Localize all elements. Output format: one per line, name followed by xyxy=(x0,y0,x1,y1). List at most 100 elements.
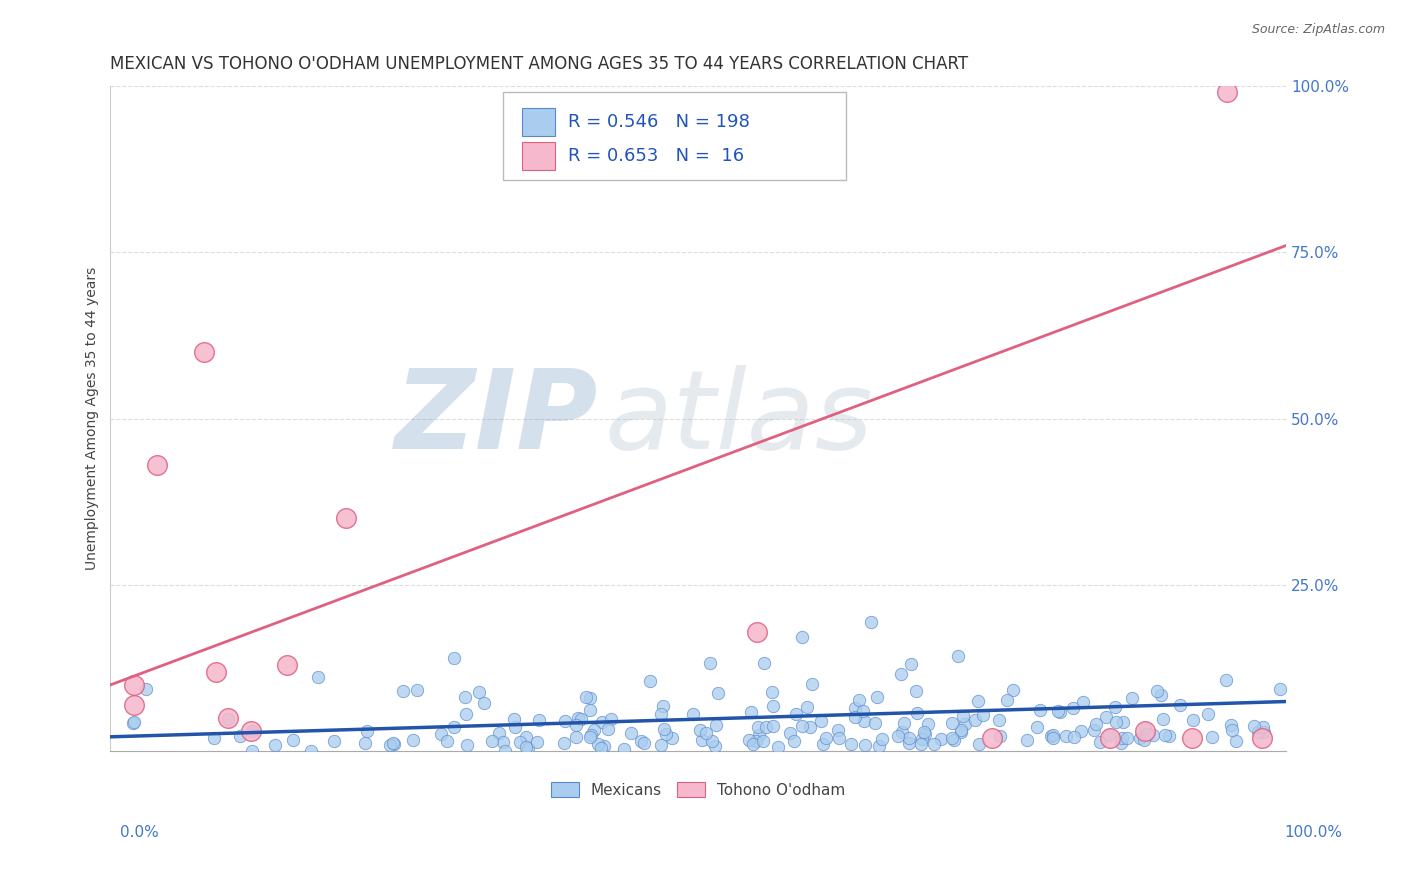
Point xyxy=(752,733,775,747)
Point xyxy=(853,738,876,752)
Point xyxy=(897,731,920,745)
Point xyxy=(579,728,602,742)
Point xyxy=(706,686,728,700)
Point xyxy=(1054,730,1077,744)
Point xyxy=(553,736,575,750)
Point xyxy=(745,624,768,639)
Point xyxy=(799,720,821,734)
Point xyxy=(1216,86,1239,100)
Point xyxy=(515,730,537,744)
Point xyxy=(839,737,862,751)
Point xyxy=(699,656,721,670)
Point xyxy=(800,677,823,691)
Point xyxy=(761,685,783,699)
Point xyxy=(1111,731,1133,745)
Point xyxy=(852,704,875,718)
Point xyxy=(900,657,922,671)
Point xyxy=(443,720,465,734)
Point xyxy=(995,693,1018,707)
Point xyxy=(1222,723,1244,738)
Point xyxy=(963,713,986,727)
Point xyxy=(690,733,713,747)
Point xyxy=(620,725,643,739)
Text: Source: ZipAtlas.com: Source: ZipAtlas.com xyxy=(1251,23,1385,37)
Point xyxy=(583,723,606,738)
Point xyxy=(967,694,990,708)
Point xyxy=(354,736,377,750)
Point xyxy=(202,731,225,745)
Point xyxy=(1121,691,1143,706)
Point xyxy=(893,716,915,731)
Point xyxy=(1182,713,1205,727)
Point xyxy=(912,725,935,739)
Point xyxy=(579,730,602,744)
Point xyxy=(1098,731,1121,746)
Point xyxy=(509,735,531,749)
Point xyxy=(335,511,357,525)
Point xyxy=(890,667,912,681)
Point xyxy=(592,739,614,754)
Point xyxy=(1243,719,1265,733)
Point xyxy=(1071,695,1094,709)
Point xyxy=(382,738,405,752)
Point xyxy=(515,739,537,754)
Point xyxy=(950,725,973,739)
Point xyxy=(526,735,548,749)
Point xyxy=(430,727,453,741)
Point xyxy=(1028,703,1050,717)
Point xyxy=(1159,729,1181,743)
Point xyxy=(790,719,813,733)
Point xyxy=(630,733,652,747)
Point xyxy=(907,706,929,721)
Point xyxy=(1116,731,1139,745)
Point xyxy=(844,710,866,724)
Point xyxy=(754,656,776,670)
Point xyxy=(600,712,623,726)
Point xyxy=(1219,717,1241,731)
Point xyxy=(922,737,945,751)
Point xyxy=(529,713,551,727)
Point xyxy=(852,714,875,728)
Point xyxy=(1154,728,1177,742)
Y-axis label: Unemployment Among Ages 35 to 44 years: Unemployment Among Ages 35 to 44 years xyxy=(86,267,100,570)
Point xyxy=(755,720,778,734)
Point xyxy=(276,657,298,672)
Point xyxy=(655,727,678,741)
Point xyxy=(1129,731,1152,745)
Point xyxy=(468,685,491,699)
Point xyxy=(1251,731,1274,746)
Point xyxy=(1088,735,1111,749)
Point xyxy=(240,724,263,739)
Point xyxy=(911,732,934,747)
Point xyxy=(135,681,157,696)
Point xyxy=(242,744,264,758)
Point xyxy=(943,732,966,747)
Point xyxy=(740,706,762,720)
Point xyxy=(988,713,1011,727)
Point xyxy=(579,703,602,717)
Point xyxy=(122,698,145,712)
Text: 100.0%: 100.0% xyxy=(1285,825,1343,839)
Point xyxy=(1015,732,1038,747)
Point xyxy=(1105,715,1128,730)
Point xyxy=(579,691,602,706)
Point xyxy=(745,734,768,748)
Point xyxy=(1251,721,1274,735)
Point xyxy=(488,726,510,740)
Point xyxy=(844,700,866,714)
Point xyxy=(910,737,932,751)
Point xyxy=(650,738,672,752)
Point xyxy=(654,723,676,737)
Point xyxy=(742,737,765,751)
Point xyxy=(122,678,145,692)
Point xyxy=(281,732,304,747)
Point xyxy=(491,734,513,748)
Point xyxy=(905,683,928,698)
Point xyxy=(810,714,832,728)
Point xyxy=(1247,724,1270,739)
Point xyxy=(1040,729,1063,743)
Point xyxy=(122,715,145,730)
Point xyxy=(1133,732,1156,747)
Point xyxy=(307,670,329,684)
Point xyxy=(1070,724,1092,739)
